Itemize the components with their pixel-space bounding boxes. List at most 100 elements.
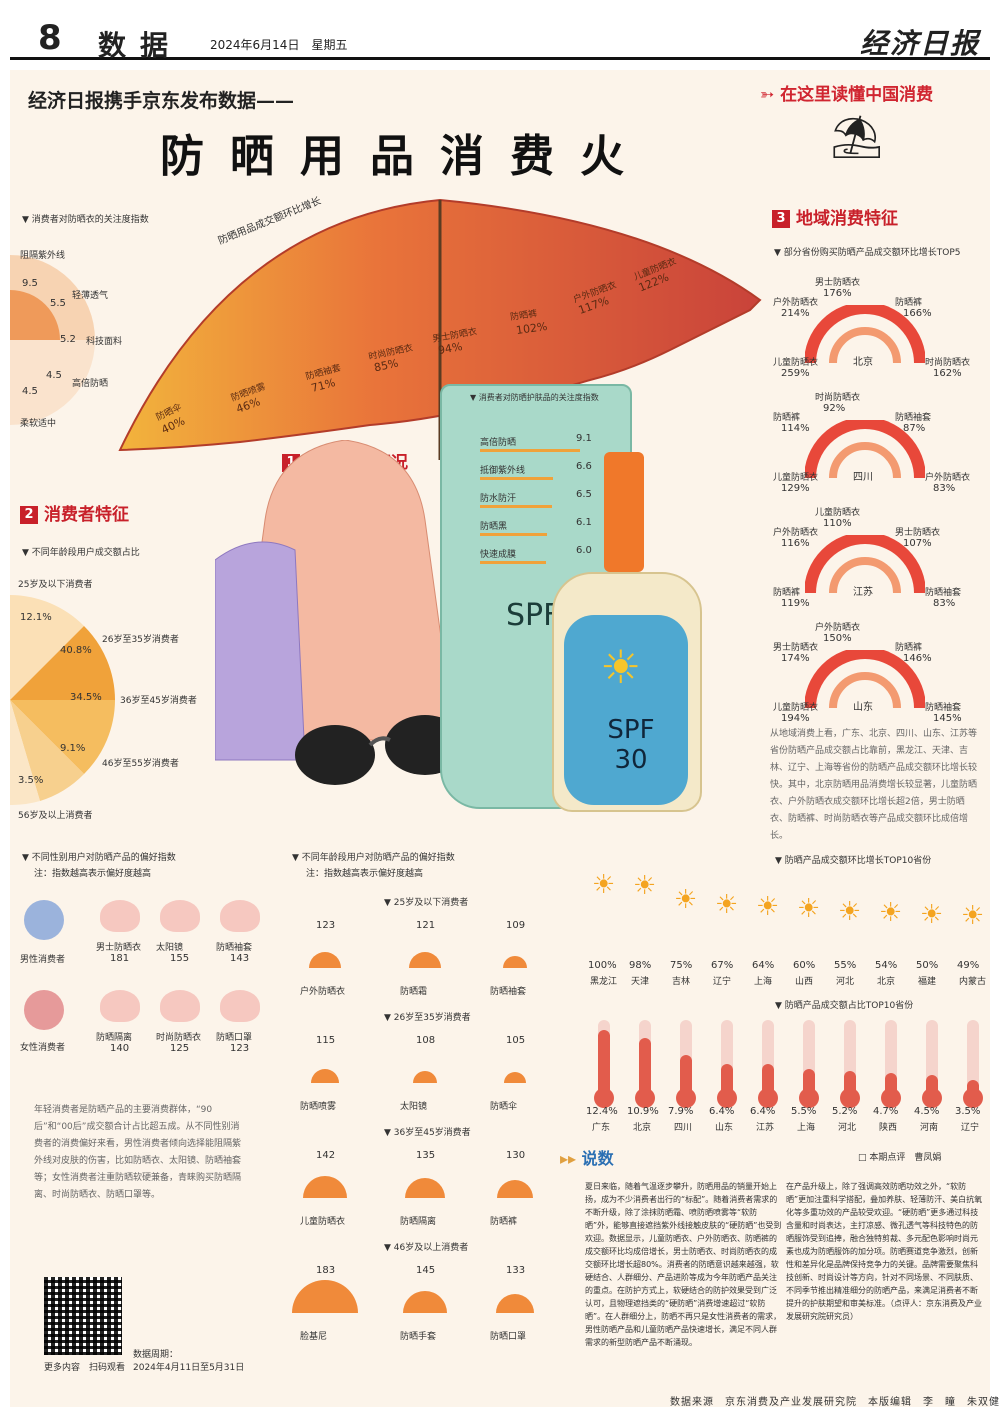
age-pref-note: 注：指数越高表示偏好度越高 [306, 869, 424, 879]
province-item-value: 92% [823, 403, 846, 414]
growth-value: 54% [875, 960, 898, 971]
thermometer-bulb [963, 1088, 983, 1108]
age-pref-name: 防晒手套 [400, 1332, 437, 1342]
province-item-value: 110% [823, 518, 852, 529]
age-pref-name: 防晒霜 [400, 987, 428, 997]
thermometer-bulb [799, 1088, 819, 1108]
age-share-value: 34.5% [70, 692, 102, 703]
skincare-item-name: 快速成膜 [480, 550, 517, 560]
province-item-name: 男士防晒衣 [895, 528, 941, 538]
province-item-value: 83% [933, 483, 956, 494]
age-pref-name: 户外防晒衣 [300, 987, 346, 997]
province-item-name: 防晒袖套 [925, 588, 962, 598]
province-item-name: 儿童防晒衣 [773, 358, 819, 368]
section-name: 数据 [98, 29, 183, 62]
skincare-bar [480, 477, 553, 480]
qr-code[interactable] [44, 1277, 122, 1355]
skincare-bar [480, 533, 548, 536]
growth-value: 100% [588, 960, 617, 971]
growth-name: 内蒙古 [959, 977, 987, 987]
province-item-value: 214% [781, 308, 810, 319]
read-china-consumption-badge: ➳ 在这里读懂中国消费 [760, 85, 934, 105]
growth-value: 55% [834, 960, 857, 971]
province-item-name: 防晒袖套 [895, 413, 932, 423]
sun-icon [496, 1179, 534, 1198]
share-value: 4.7% [873, 1106, 899, 1117]
skincare-item-value: 6.6 [576, 461, 592, 472]
age-pref-name: 防晒喷雾 [300, 1102, 337, 1112]
gender-item-value: 155 [170, 953, 190, 964]
period-value: 2024年4月11日至5月31日 [133, 1363, 245, 1373]
attention-chart-title: ▼ 消费者对防晒衣的关注度指数 [22, 215, 149, 225]
growth-name: 上海 [754, 977, 773, 987]
age-pref-value: 123 [316, 920, 336, 931]
umbrella-icon: ⛱ [830, 112, 884, 161]
attention-item-name: 柔软适中 [20, 419, 57, 429]
age-share-title: ▼ 不同年龄段用户成交额占比 [22, 548, 140, 558]
section-3-heading: 3 地域消费特征 [772, 204, 898, 229]
gauge-arc [805, 305, 925, 364]
share-value: 3.5% [955, 1106, 981, 1117]
province-item-name: 防晒裤 [895, 298, 923, 308]
growth-name: 福建 [918, 977, 937, 987]
spf30-text: SPF 30 [607, 715, 655, 775]
reviewer: □ 本期点评 曹凤娟 [858, 1153, 942, 1163]
share-name: 北京 [633, 1123, 652, 1133]
attention-item-name: 高倍防晒 [72, 379, 109, 389]
sun-icon [502, 955, 528, 968]
age-pref-value: 133 [506, 1265, 526, 1276]
province-item-value: 162% [933, 368, 962, 379]
province-item-name: 儿童防晒衣 [815, 508, 861, 518]
province-item-name: 儿童防晒衣 [773, 473, 819, 483]
consumer-text: 年轻消费者是防晒产品的主要消费群体，“90后”和“00后”成交额合计占比超五成。… [34, 1105, 242, 1200]
province-item-value: 166% [903, 308, 932, 319]
gender-item-name: 时尚防晒衣 [156, 1033, 202, 1043]
thermometer-bulb [758, 1088, 778, 1108]
growth-value: 67% [711, 960, 734, 971]
age-share-name: 25岁及以下消费者 [18, 580, 93, 590]
skincare-item-value: 6.1 [576, 517, 592, 528]
province-item-name: 时尚防晒衣 [815, 393, 861, 403]
age-share-name: 56岁及以上消费者 [18, 811, 93, 821]
issue-date: 2024年6月14日 星期五 [210, 38, 348, 52]
attention-item-name: 轻薄透气 [72, 291, 109, 301]
commentary-col2: 在产品升级上，除了强调高效防晒功效之外，“软防晒”更加注重科学搭配，叠加养肤、轻… [786, 1182, 983, 1321]
gender-item-value: 140 [110, 1043, 130, 1054]
growth-name: 辽宁 [713, 977, 732, 987]
age-pref-group-label: ▼ 26岁至35岁消费者 [384, 1013, 471, 1023]
province-item-name: 男士防晒衣 [773, 643, 819, 653]
share-name: 江苏 [756, 1123, 775, 1133]
share-name: 上海 [797, 1123, 816, 1133]
age-pref-name: 防晒口罩 [490, 1332, 527, 1342]
age-pref-group-label: ▼ 25岁及以下消费者 [384, 898, 469, 908]
page-number: 8 [38, 18, 62, 58]
attention-item-value: 5.2 [60, 334, 76, 345]
province-item-value: 107% [903, 538, 932, 549]
age-pref-value: 105 [506, 1035, 526, 1046]
page-header: 8 数据 2024年6月14日 星期五 经济日报 [10, 10, 990, 62]
growth-value: 75% [670, 960, 693, 971]
age-pref-group-label: ▼ 46岁及以上消费者 [384, 1243, 469, 1253]
gender-item-name: 防晒袖套 [216, 943, 253, 953]
gauge-arc [805, 650, 925, 709]
province-item-name: 男士防晒衣 [815, 278, 861, 288]
province-item-value: 174% [781, 653, 810, 664]
growth-value: 98% [629, 960, 652, 971]
page-title: 防晒用品消费火 [160, 131, 650, 182]
province-item-value: 83% [933, 598, 956, 609]
arrow-icon: ➳ [760, 85, 781, 105]
skincare-item-value: 9.1 [576, 433, 592, 444]
spf30-label-area [564, 615, 688, 805]
sun-icon [409, 952, 441, 968]
sun-icon: ☀ [674, 885, 698, 915]
age-pref-value: 121 [416, 920, 436, 931]
skincare-bar [480, 449, 581, 452]
province-item-name: 防晒裤 [895, 643, 923, 653]
age-pref-name: 防晒袖套 [490, 987, 527, 997]
age-share-name: 36岁至45岁消费者 [120, 696, 197, 706]
attention-item-value: 9.5 [22, 278, 38, 289]
skincare-item-name: 高倍防晒 [480, 438, 517, 448]
attention-item-value: 5.5 [50, 298, 66, 309]
province-item-value: 259% [781, 368, 810, 379]
gender-item-value: 181 [110, 953, 130, 964]
